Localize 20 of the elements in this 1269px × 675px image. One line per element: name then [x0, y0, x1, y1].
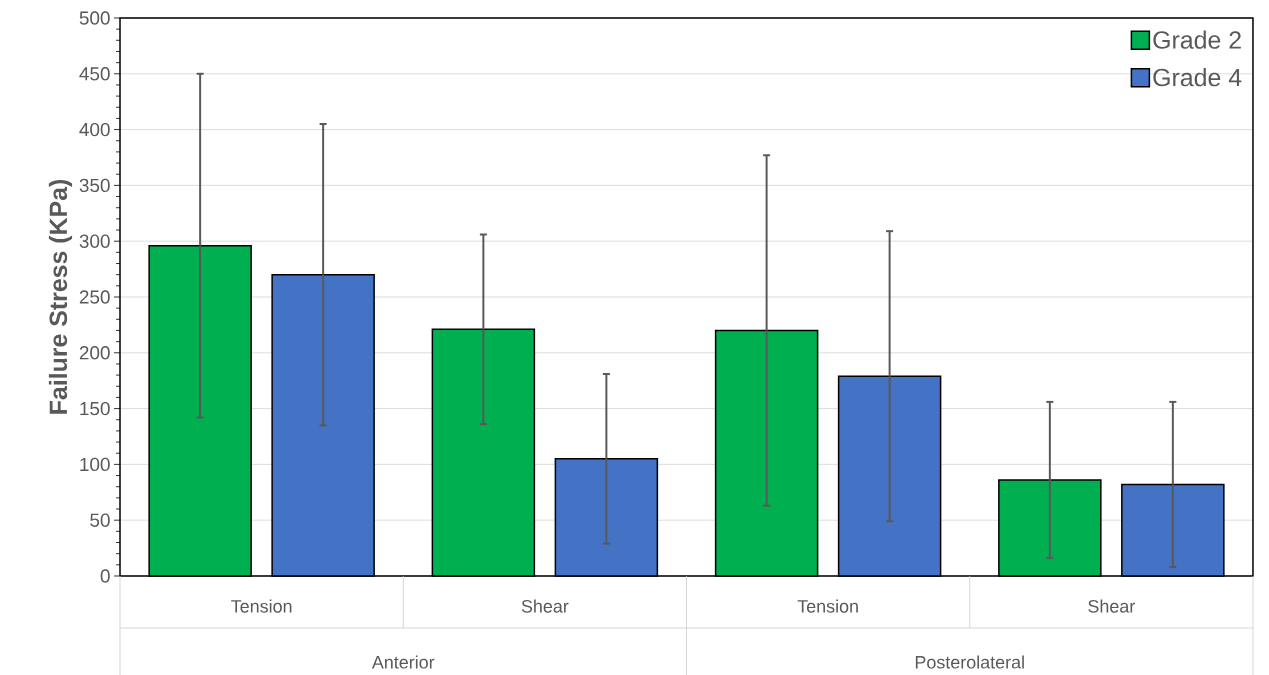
- y-tick-label: 100: [80, 457, 110, 472]
- legend-label: Grade 2: [1153, 30, 1241, 49]
- x-tick-label: Shear: [1088, 599, 1135, 613]
- y-tick-label: 0: [100, 569, 110, 583]
- y-axis-title: Failure Stress (KPa): [48, 179, 73, 414]
- y-tick-label: 450: [79, 67, 110, 81]
- x-tick-label: Tension: [231, 599, 292, 613]
- text: Anterior: [371, 655, 435, 669]
- legend-label: Grade 4: [1153, 68, 1242, 87]
- x-tick-label: Tension: [797, 599, 858, 613]
- y-tick-label: 400: [79, 122, 110, 137]
- x-tick-label: Shear: [521, 599, 569, 613]
- y-tick-label: 250: [79, 290, 110, 304]
- y-tick-label: 200: [79, 346, 110, 360]
- y-tick-label: 300: [79, 234, 110, 248]
- y-tick-label: 500: [79, 11, 110, 25]
- y-tick-label: 150: [80, 401, 110, 416]
- y-tick-label: 50: [90, 513, 110, 527]
- text: Posterolateral: [915, 655, 1024, 669]
- y-tick-label: 350: [79, 178, 110, 193]
